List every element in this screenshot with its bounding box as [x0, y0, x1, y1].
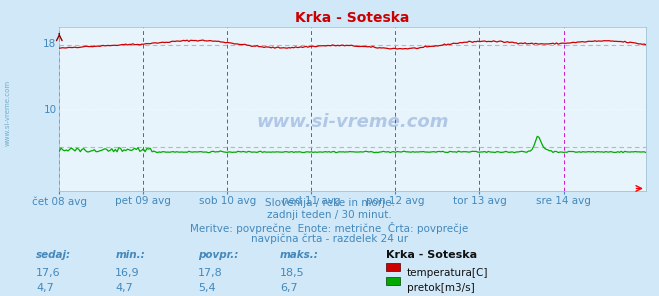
- Text: 18,5: 18,5: [280, 268, 304, 278]
- Text: temperatura[C]: temperatura[C]: [407, 268, 488, 278]
- Text: 6,7: 6,7: [280, 283, 298, 293]
- Text: Meritve: povprečne  Enote: metrične  Črta: povprečje: Meritve: povprečne Enote: metrične Črta:…: [190, 222, 469, 234]
- Text: 5,4: 5,4: [198, 283, 215, 293]
- Text: Krka - Soteska: Krka - Soteska: [386, 250, 476, 260]
- Text: 4,7: 4,7: [115, 283, 133, 293]
- Text: min.:: min.:: [115, 250, 145, 260]
- Text: 16,9: 16,9: [115, 268, 140, 278]
- Text: sedaj:: sedaj:: [36, 250, 71, 260]
- Text: pretok[m3/s]: pretok[m3/s]: [407, 283, 474, 293]
- Text: povpr.:: povpr.:: [198, 250, 238, 260]
- Title: Krka - Soteska: Krka - Soteska: [295, 12, 410, 25]
- Text: zadnji teden / 30 minut.: zadnji teden / 30 minut.: [267, 210, 392, 220]
- Text: Slovenija / reke in morje.: Slovenija / reke in morje.: [264, 198, 395, 208]
- Text: www.si-vreme.com: www.si-vreme.com: [256, 113, 449, 131]
- Text: maks.:: maks.:: [280, 250, 319, 260]
- Text: www.si-vreme.com: www.si-vreme.com: [5, 79, 11, 146]
- Text: 4,7: 4,7: [36, 283, 54, 293]
- Text: 17,6: 17,6: [36, 268, 61, 278]
- Text: 17,8: 17,8: [198, 268, 223, 278]
- Text: navpična črta - razdelek 24 ur: navpična črta - razdelek 24 ur: [251, 234, 408, 244]
